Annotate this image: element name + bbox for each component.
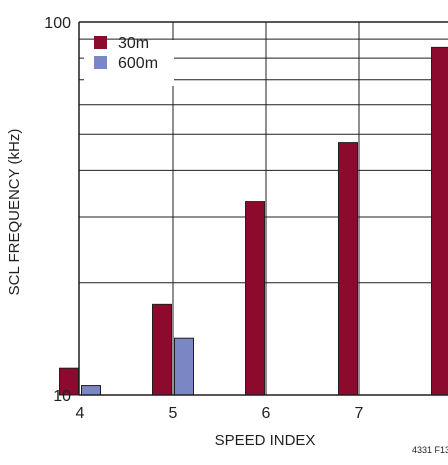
bar-600m-5	[174, 337, 194, 396]
bars	[59, 46, 448, 396]
legend: 30m 600m	[84, 35, 174, 86]
legend-swatch-30m	[94, 36, 107, 49]
bar-30m-6	[245, 201, 265, 396]
legend-label-30m: 30m	[118, 35, 149, 52]
legend-label-600m: 600m	[118, 55, 158, 72]
x-tick-label-7: 7	[355, 405, 364, 422]
tick-labels: 4567810100	[44, 15, 448, 422]
y-tick-label-10: 10	[53, 388, 71, 405]
legend-swatch-600m	[94, 56, 107, 69]
x-tick-label-6: 6	[262, 405, 271, 422]
axes	[78, 21, 448, 396]
bar-600m-4	[81, 385, 101, 396]
x-tick-label-4: 4	[76, 405, 85, 422]
x-tick-label-5: 5	[169, 405, 178, 422]
y-tick-label-100: 100	[44, 15, 71, 32]
x-axis-title: SPEED INDEX	[215, 432, 316, 449]
bar-30m-8	[431, 46, 448, 396]
figure-id: 4331 F13	[412, 445, 448, 455]
y-axis-title: SCL FREQUENCY (kHz)	[6, 129, 23, 296]
bar-30m-7	[338, 142, 358, 396]
bar-30m-5	[152, 303, 172, 396]
